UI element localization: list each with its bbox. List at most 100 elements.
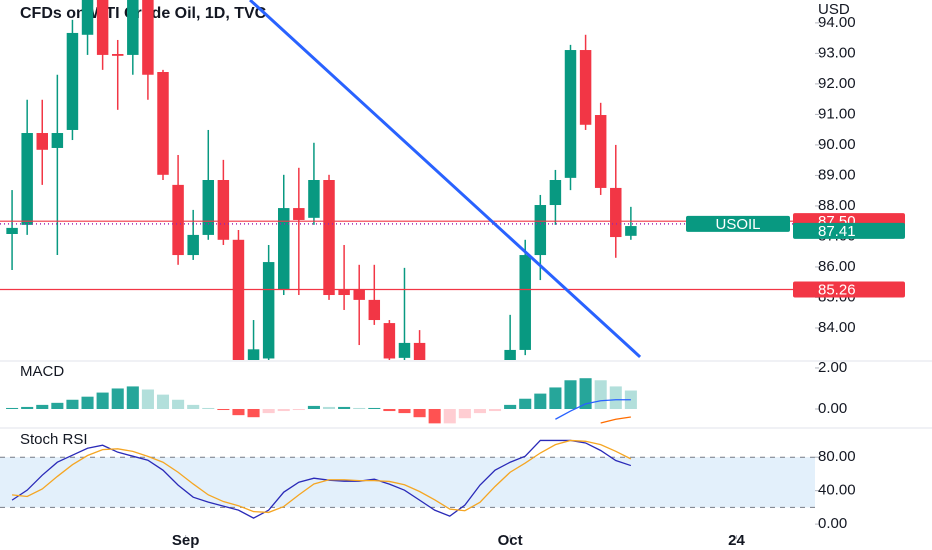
- pane-title: MACD: [20, 363, 64, 380]
- histogram-bar: [458, 408, 471, 419]
- x-tick-label: Oct: [498, 532, 523, 549]
- candle-body: [534, 205, 547, 256]
- candle-body: [172, 184, 184, 256]
- candle-body: [187, 234, 199, 256]
- candle-body: [338, 289, 350, 296]
- histogram-bar: [51, 402, 64, 409]
- level-badge: [793, 281, 905, 298]
- candle-body: [36, 133, 48, 150]
- histogram-bar: [489, 408, 502, 412]
- y-tick-label: 93.00: [818, 44, 856, 61]
- histogram-bar: [172, 399, 185, 409]
- histogram-bar: [519, 398, 532, 409]
- candle-body: [549, 180, 562, 206]
- price-pane: CFDs on WTI Crude Oil, 1D, TVC: [0, 0, 815, 360]
- candle-body: [594, 115, 607, 188]
- histogram-bar: [36, 404, 49, 409]
- x-tick-label: Sep: [172, 532, 200, 549]
- histogram-bar: [21, 406, 34, 409]
- candle-body: [519, 255, 531, 350]
- stoch-pane: Stoch RSI: [0, 431, 815, 519]
- histogram-bar: [6, 407, 19, 409]
- y-tick-label: 92.00: [818, 75, 856, 92]
- histogram-bar: [247, 408, 260, 418]
- y-tick-label: 2.00: [818, 359, 847, 376]
- candle-body: [262, 262, 275, 359]
- y-tick-label: 94.00: [818, 14, 856, 31]
- macd-pane: MACD: [6, 363, 637, 424]
- histogram-bar: [353, 407, 366, 409]
- candle-body: [66, 32, 79, 130]
- indicator-line: [11, 439, 632, 519]
- level-label: 85.26: [818, 281, 856, 298]
- histogram-bar: [428, 408, 441, 424]
- y-tick-label: 89.00: [818, 166, 856, 183]
- candle-body: [217, 180, 230, 240]
- candle-body: [413, 342, 426, 360]
- candle-body: [353, 289, 365, 300]
- candle-body: [308, 180, 320, 218]
- histogram-bar: [156, 394, 170, 409]
- y-tick-label: 0.00: [818, 515, 847, 532]
- candle-body: [579, 50, 592, 125]
- y-tick-label: 91.00: [818, 105, 856, 122]
- histogram-bar: [322, 406, 336, 409]
- candle-body: [323, 180, 335, 296]
- histogram-bar: [202, 407, 215, 409]
- histogram-bar: [594, 380, 607, 409]
- candle-body: [278, 208, 290, 290]
- candle-body: [564, 50, 577, 178]
- y-tick-label: 80.00: [818, 448, 856, 465]
- histogram-bar: [141, 389, 154, 409]
- indicator-line: [555, 399, 631, 420]
- histogram-bar: [66, 399, 79, 409]
- histogram-bar: [232, 408, 245, 416]
- candle-body: [247, 349, 260, 360]
- histogram-bar: [217, 408, 230, 411]
- candle-body: [6, 227, 18, 234]
- candle-body: [111, 54, 124, 56]
- candle-body: [202, 180, 215, 235]
- candle-body: [81, 0, 94, 35]
- histogram-bar: [383, 408, 396, 412]
- histogram-bar: [292, 408, 305, 411]
- candle-body: [127, 0, 139, 55]
- histogram-bar: [81, 396, 94, 409]
- band: [0, 457, 815, 508]
- axes: USD 84.0085.0086.0087.0088.0089.0090.009…: [172, 1, 856, 549]
- histogram-bar: [473, 408, 486, 414]
- y-tick-label: 86.00: [818, 258, 856, 275]
- indicator-line: [600, 416, 631, 424]
- y-tick-label: 84.00: [818, 319, 856, 336]
- y-tick-label: 0.00: [818, 400, 847, 417]
- histogram-bar: [126, 386, 139, 409]
- candle-body: [368, 299, 381, 321]
- candle-body: [142, 0, 154, 75]
- candle-body: [96, 0, 109, 55]
- histogram-bar: [579, 378, 592, 409]
- candle-body: [157, 72, 169, 175]
- histogram-bar: [111, 388, 124, 409]
- candle-body: [293, 208, 305, 220]
- histogram-bar: [262, 408, 275, 414]
- y-tick-label: 90.00: [818, 136, 856, 153]
- y-tick-label: 88.00: [818, 197, 856, 214]
- candle-body: [21, 133, 33, 225]
- histogram-bar: [398, 408, 411, 414]
- candle-body: [383, 323, 396, 359]
- candle-body: [610, 187, 622, 238]
- trendline: [249, 0, 642, 359]
- histogram-bar: [338, 406, 351, 409]
- pane-title: Stoch RSI: [20, 431, 88, 448]
- histogram-bar: [96, 392, 109, 409]
- symbol-badge: [686, 215, 790, 232]
- histogram-bar: [564, 380, 577, 409]
- histogram-bar: [368, 407, 381, 409]
- histogram-bar: [504, 404, 517, 409]
- y-axis-label: USD: [818, 1, 850, 18]
- price-label: 87.41: [818, 223, 856, 240]
- x-tick-label: 24: [728, 532, 745, 549]
- histogram-bar: [277, 408, 290, 412]
